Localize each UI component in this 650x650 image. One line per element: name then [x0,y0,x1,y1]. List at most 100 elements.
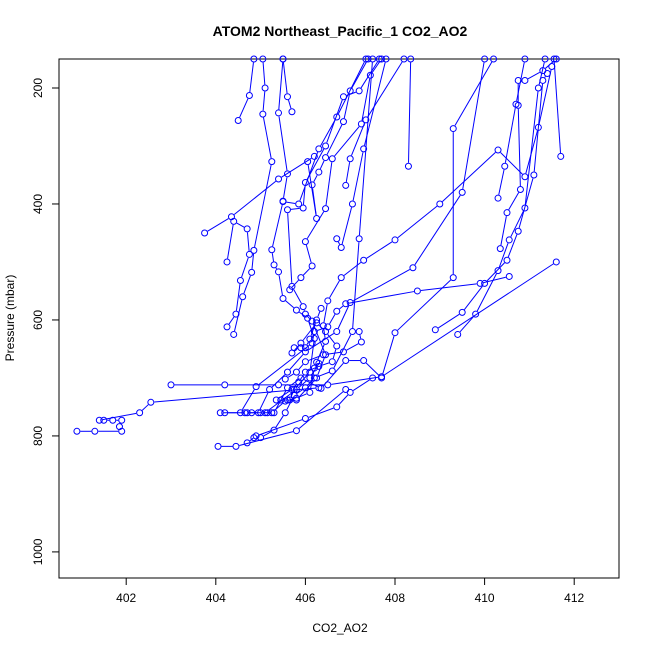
data-point [362,116,370,124]
series-segment [308,367,316,372]
series-segment [262,62,266,85]
series-segment [290,392,294,397]
data-point [322,142,330,150]
data-point [505,236,513,244]
series-segment [317,311,321,317]
data-point [221,409,229,417]
series-segment [364,62,386,146]
series-segment [325,162,333,206]
data-point [342,181,350,189]
data-point [270,409,278,417]
data-point [201,229,209,237]
series-segment [310,371,315,390]
series-segment [300,374,304,380]
series-segment [309,341,315,369]
series-segment [329,314,336,325]
data-point [257,409,265,417]
data-point [301,358,309,366]
data-point [261,84,269,92]
series-segment [271,253,275,262]
y-tick-label: 800 [31,426,45,446]
data-point [301,348,309,356]
series-segment [346,343,359,351]
data-point [268,246,276,254]
data-point [295,200,303,208]
data-point [236,409,244,417]
x-tick-label: 402 [116,591,136,605]
series-segment [235,283,241,311]
series-segment [296,389,303,394]
series-segment [352,379,370,391]
series-segment [326,99,343,143]
data-point [230,330,238,338]
data-point [73,427,81,435]
data-point [313,214,321,222]
series-segment [366,241,393,259]
data-point [301,344,309,352]
data-point [339,93,347,101]
series-segment [361,78,371,121]
data-point [521,76,529,84]
series-segment [345,162,351,183]
data-point [319,351,327,359]
data-point [337,274,345,282]
data-point [413,287,421,295]
data-point [436,200,444,208]
data-point [292,396,300,404]
data-point [333,342,341,350]
data-point [322,351,330,359]
series-segment [293,289,302,304]
data-point [514,76,522,84]
data-point [378,55,386,63]
series-segment [274,403,283,411]
data-point [308,317,316,325]
series-segment [516,62,525,101]
data-point [270,261,278,269]
series-segment [463,285,483,310]
data-point [382,55,390,63]
series-segment [285,300,295,309]
series-segment [302,268,311,276]
data-point [391,329,399,337]
series-segment [249,62,254,93]
data-point [272,396,280,404]
data-point [243,225,251,233]
data-point [167,381,175,389]
data-point [458,308,466,316]
series-segment [291,279,299,288]
data-point [378,374,386,382]
series-segment [228,316,235,325]
series-segment [289,354,304,370]
series-segment [249,437,254,442]
series-segment [312,188,317,216]
data-point [472,310,480,318]
data-point [268,158,276,166]
series-segment [319,160,325,170]
data-point [346,155,354,163]
series-segment [524,91,539,205]
data-point [348,328,356,336]
series-segment [517,108,521,186]
series-segment [459,316,474,333]
series-segment [500,216,507,246]
series-segment [239,98,249,118]
series-segment [305,244,312,263]
data-point [494,267,502,275]
series-segment [349,291,415,304]
series-segment [234,300,243,332]
data-point [322,154,330,162]
data-point [337,243,345,251]
series-segment [343,94,350,119]
data-point [333,403,341,411]
series-segment [298,380,315,398]
series-segment [353,269,411,302]
series-segment [246,232,250,251]
data-point [245,92,253,100]
series-segment [317,371,330,378]
data-point [136,409,144,417]
series-segment [278,275,283,296]
data-point [512,100,520,108]
data-point [259,110,267,118]
data-point [250,434,258,442]
